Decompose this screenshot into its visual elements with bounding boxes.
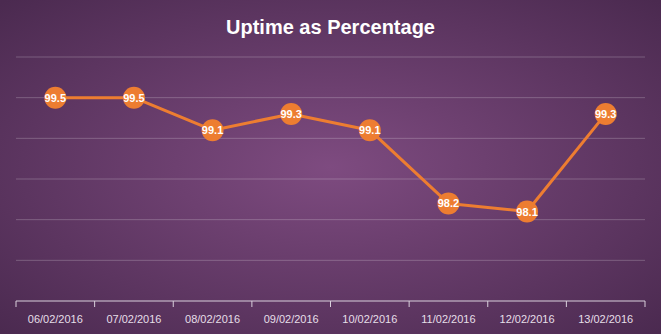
x-tick-label: 09/02/2016 xyxy=(264,313,319,325)
data-label: 99.1 xyxy=(359,124,380,136)
marker xyxy=(123,87,145,109)
marker xyxy=(202,119,224,141)
grid-line xyxy=(16,260,645,261)
marker xyxy=(44,87,66,109)
grid-line xyxy=(16,179,645,180)
category-tick xyxy=(409,301,410,307)
title: Uptime as Percentage xyxy=(226,16,435,38)
chart-root: Uptime as Percentage 06/02/2016 07/02/2016… xyxy=(0,0,661,334)
marker xyxy=(437,192,459,214)
grid-line xyxy=(16,219,645,220)
marker xyxy=(516,201,538,223)
chart: Uptime as Percentage 06/02/2016 07/02/2016… xyxy=(0,0,661,334)
category-tick xyxy=(566,301,567,307)
data-label: 99.3 xyxy=(595,108,616,120)
x-tick-label: 08/02/2016 xyxy=(185,313,240,325)
x-tick-label: 07/02/2016 xyxy=(106,313,161,325)
x-tick-label: 12/02/2016 xyxy=(500,313,555,325)
category-tick xyxy=(94,301,95,307)
data-label: 99.3 xyxy=(280,108,301,120)
grid-line xyxy=(16,138,645,139)
series-group xyxy=(44,87,616,223)
category-tick xyxy=(251,301,252,307)
data-label: 99.5 xyxy=(45,92,66,104)
category-tick xyxy=(16,301,17,307)
category-tick xyxy=(645,301,646,307)
data-label: 98.2 xyxy=(438,197,459,209)
x-tick-label: 11/02/2016 xyxy=(421,313,475,325)
background xyxy=(0,0,661,334)
data-label: 99.5 xyxy=(123,92,144,104)
category-tick xyxy=(330,301,331,307)
marker xyxy=(595,103,617,125)
x-tick-label: 06/02/2016 xyxy=(28,313,83,325)
x-tick-label: 10/02/2016 xyxy=(342,313,397,325)
category-tick xyxy=(487,301,488,307)
marker xyxy=(280,103,302,125)
data-label: 99.1 xyxy=(202,124,223,136)
marker xyxy=(359,119,381,141)
grid-line xyxy=(16,57,645,58)
x-tick-label: 13/02/2016 xyxy=(578,313,633,325)
data-label: 98.1 xyxy=(516,206,537,218)
category-tick xyxy=(173,301,174,307)
series-line xyxy=(55,98,605,212)
